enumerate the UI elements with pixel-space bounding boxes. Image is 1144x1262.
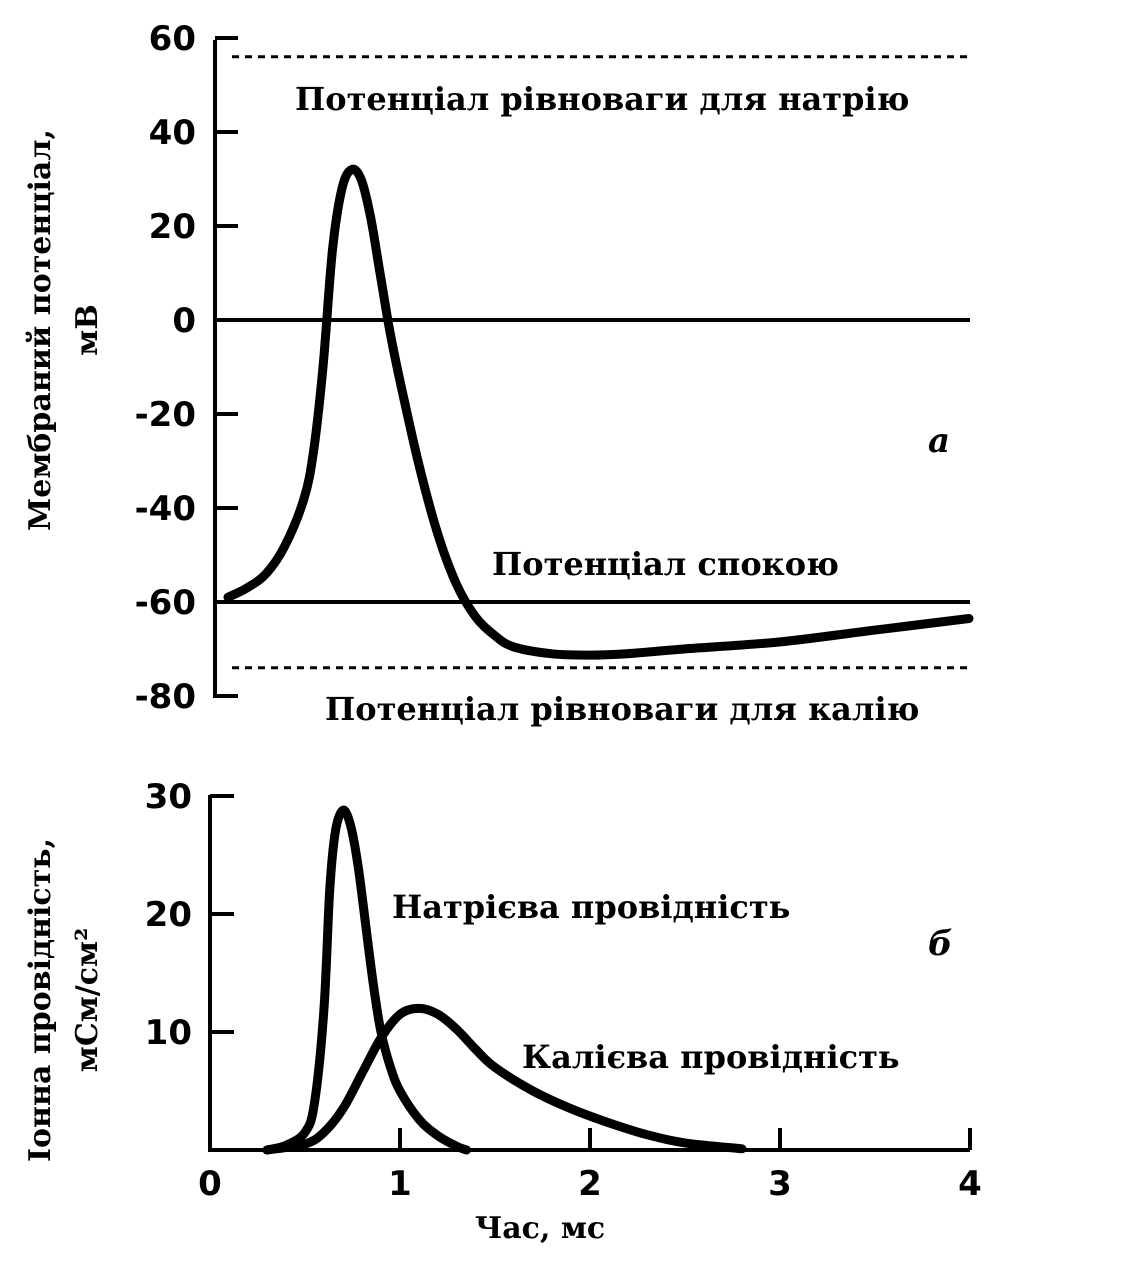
panelA-y-tick-label: 20: [149, 207, 196, 247]
panelA-y-tick-label: -80: [135, 677, 196, 717]
membrane-potential-panel: 60 40 20 0 -20 -40 -60 -80 Потенціал рівноваги …: [23, 19, 974, 728]
panelB-y-tick-label: 20: [145, 895, 192, 935]
ionic-conductance-panel: 30 20 10 0 1 2 3 4 Натрієва провідність Калієва…: [23, 777, 982, 1246]
panelB-ylabel-line1: Іонна провідність,: [23, 838, 58, 1162]
potassium-conductance-curve: [262, 1003, 747, 1155]
resting-potential-label: Потенціал спокою: [492, 545, 839, 583]
panelA-y-tick-label: 0: [172, 301, 196, 341]
panelB-y-tick-label: 10: [145, 1013, 192, 1053]
panelB-x-tick-label: 0: [198, 1164, 222, 1204]
panelA-y-tick-label: -60: [135, 583, 196, 623]
potassium-conductance-label: Калієва провідність: [522, 1038, 900, 1076]
panelA-y-tick-label: 40: [149, 113, 196, 153]
potassium-equilibrium-label: Потенціал рівноваги для калію: [325, 690, 919, 728]
panelA-y-tick-label: -40: [135, 489, 196, 529]
sodium-equilibrium-label: Потенціал рівноваги для натрію: [295, 80, 909, 118]
panelA-ylabel-line2: мВ: [70, 304, 105, 355]
panelB-x-tick-label: 2: [578, 1164, 602, 1204]
panelB-x-tick-label: 3: [768, 1164, 792, 1204]
panelB-y-tick-label: 30: [145, 777, 192, 817]
panelB-letter: б: [928, 924, 953, 964]
panelB-x-tick-label: 1: [388, 1164, 412, 1204]
sodium-conductance-label: Натрієва провідність: [392, 888, 790, 926]
panelA-ylabel-line1: Мембраний потенціал,: [23, 129, 58, 531]
panelB-xlabel: Час, мс: [475, 1211, 605, 1246]
panelB-axis-ticks: 30 20 10 0 1 2 3 4: [145, 777, 982, 1204]
panelB-x-tick-label: 4: [958, 1164, 982, 1204]
panelA-y-tick-label: -20: [135, 395, 196, 435]
panelA-y-ticks: 60 40 20 0 -20 -40 -60 -80: [135, 19, 238, 717]
sodium-conductance-curve: [262, 805, 471, 1155]
membrane-potential-curve: [223, 164, 974, 660]
panelA-y-tick-label: 60: [149, 19, 196, 59]
panelB-ylabel-line2: мСм/см²: [70, 928, 105, 1072]
panelA-reference-lines: [215, 55, 970, 670]
panelA-letter: а: [928, 421, 950, 461]
